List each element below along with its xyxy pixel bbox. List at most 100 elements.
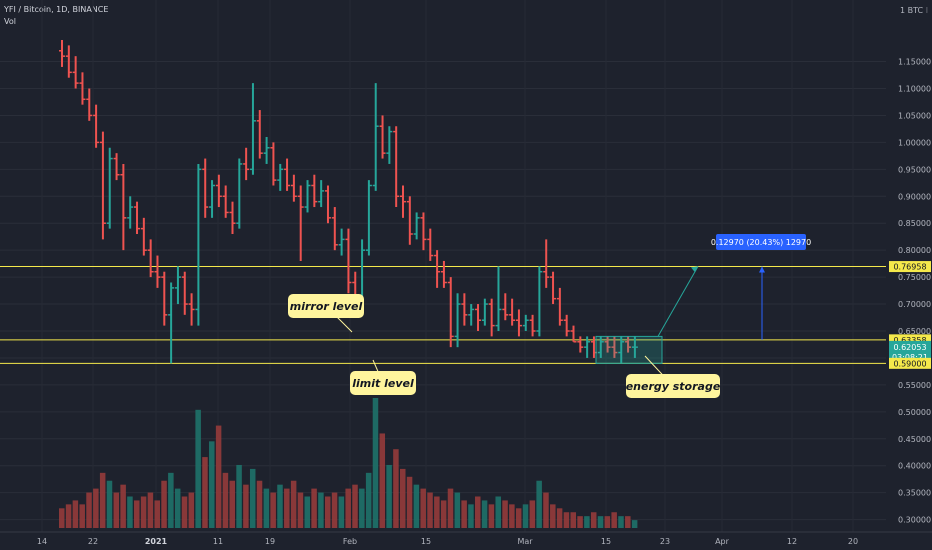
time-tick-label: Feb	[343, 537, 357, 546]
volume-bar	[154, 500, 160, 528]
volume-bar	[311, 488, 317, 528]
volume-label: Vol	[4, 17, 16, 26]
time-tick-label: Apr	[715, 537, 730, 546]
volume-bar	[345, 488, 351, 528]
volume-bar	[222, 472, 229, 528]
volume-bar	[72, 500, 79, 528]
volume-bar	[597, 516, 604, 528]
volume-bar	[393, 449, 399, 528]
volume-bar	[372, 398, 379, 528]
candlesticks	[59, 40, 638, 364]
time-axis: 14 22 2021 11 19 Feb 15 Mar 15 23 Apr 12 20	[37, 537, 858, 546]
volume-bar	[331, 492, 338, 528]
volume-bar	[324, 496, 331, 528]
volume-bar	[543, 492, 549, 528]
volume-bar	[161, 480, 167, 528]
volume-bar	[611, 512, 617, 528]
volume-bar	[215, 425, 222, 528]
volume-bar	[413, 484, 420, 528]
energy-note-text: energy storage	[626, 380, 721, 393]
volume-bar	[93, 488, 99, 528]
price-tick-label: 0.70000	[898, 300, 931, 309]
volume-bar	[488, 504, 495, 528]
energy-storage-box	[595, 335, 663, 364]
volume-bar	[631, 520, 638, 528]
volume-bar	[359, 488, 365, 528]
volume-bar	[386, 464, 392, 528]
volume-bar	[440, 500, 447, 528]
volume-bar	[434, 496, 440, 528]
volume-bar	[174, 488, 181, 528]
price-tick-label: 0.45000	[898, 435, 931, 444]
volume-bar	[290, 480, 297, 528]
volume-bar	[447, 488, 454, 528]
volume-bar	[427, 492, 433, 528]
volume-bar	[127, 496, 133, 528]
volume-bar	[406, 476, 413, 528]
price-tag-limit-level: 0.59000	[893, 359, 926, 368]
volume-bar	[304, 496, 311, 528]
volume-bar	[86, 492, 92, 528]
volume-bar	[550, 504, 556, 528]
volume-bar	[577, 516, 583, 528]
limit-note-box	[350, 371, 416, 395]
volume-bar	[120, 484, 126, 528]
volume-bar	[65, 504, 72, 528]
price-tick-label: 0.30000	[898, 516, 931, 525]
price-tick-label: 0.90000	[898, 192, 931, 201]
volume-bar	[59, 508, 65, 528]
price-tick-label: 0.80000	[898, 246, 931, 255]
volume-bar	[570, 512, 576, 528]
volume-bar	[420, 488, 426, 528]
volume-bar	[229, 480, 235, 528]
volume-bar	[400, 468, 406, 528]
symbol-title: YFI / Bitcoin, 1D, BINANCE	[4, 5, 109, 14]
price-tick-label: 1.15000	[898, 58, 931, 67]
volume-bar	[352, 484, 358, 528]
price-tick-label: 0.75000	[898, 273, 931, 282]
price-tag-mirror-level: 0.63358	[893, 336, 926, 345]
volume-bar	[509, 504, 515, 528]
volume-bar	[590, 512, 597, 528]
volume-bar	[140, 496, 147, 528]
volume-bar	[522, 504, 529, 528]
volume-bar	[584, 516, 590, 528]
volume-bar	[195, 409, 201, 528]
price-tick-label: 1.10000	[898, 85, 931, 94]
volume-bar	[475, 496, 481, 528]
price-tick-label: 0.35000	[898, 489, 931, 498]
time-tick-label: 2021	[145, 537, 168, 546]
volume-bar	[147, 492, 154, 528]
projection-arrowhead	[691, 266, 698, 273]
measure-arrowhead	[759, 266, 765, 273]
volume-bars	[59, 398, 638, 528]
time-tick-label: 11	[213, 537, 223, 546]
price-tick-label: 0.65000	[898, 327, 931, 336]
volume-bar	[468, 504, 474, 528]
price-unit-label: 1 BTC ⁝	[900, 6, 928, 15]
volume-bar	[249, 468, 256, 528]
volume-bar	[263, 488, 270, 528]
volume-bar	[297, 492, 304, 528]
mirror-note-box	[288, 294, 364, 318]
volume-bar	[529, 500, 536, 528]
price-tick-label: 1.05000	[898, 111, 931, 120]
volume-bar	[618, 516, 624, 528]
price-tick-label: 0.50000	[898, 408, 931, 417]
volume-bar	[277, 484, 283, 528]
volume-bar	[604, 516, 611, 528]
limit-note-text: limit level	[352, 377, 414, 390]
chart-header: YFI / Bitcoin, 1D, BINANCE Vol	[4, 4, 108, 28]
volume-bar	[113, 492, 120, 528]
volume-bar	[502, 500, 508, 528]
volume-bar	[243, 484, 249, 528]
volume-bar	[99, 472, 106, 528]
volume-bar	[338, 496, 345, 528]
time-tick-label: 15	[601, 537, 611, 546]
current-price-tag: 0.62053	[893, 343, 926, 352]
time-tick-label: 15	[421, 537, 431, 546]
price-tick-label: 1.00000	[898, 138, 931, 147]
volume-bar	[168, 472, 174, 528]
